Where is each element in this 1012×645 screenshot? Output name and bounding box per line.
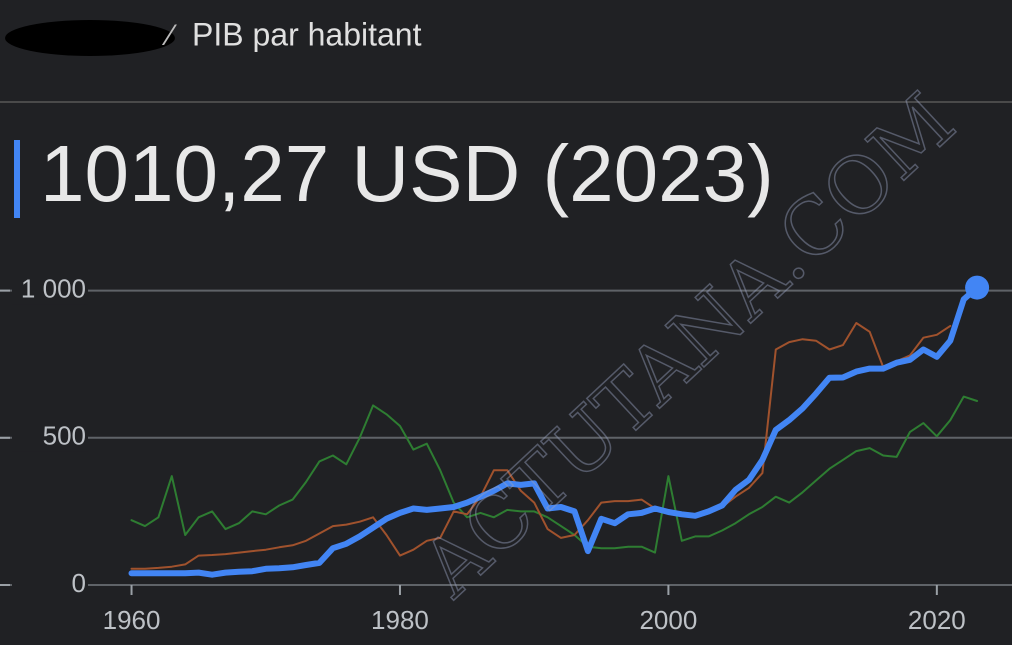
plot: 0 500 1 000 1960 1980 2000 2020: [0, 273, 1012, 635]
x-tick-label: 2020: [908, 605, 966, 635]
series-line: [130, 395, 979, 554]
x-tick-label: 2000: [639, 605, 697, 635]
series-line: [128, 284, 981, 578]
headline-marker: [14, 140, 20, 218]
y-tick-label: 0: [72, 568, 86, 598]
tick-label-bg: [12, 276, 88, 305]
headline: 1010,27 USD (2023): [40, 129, 774, 218]
end-point: [965, 275, 990, 300]
breadcrumb: PIB par habitant: [192, 16, 422, 52]
redaction: [5, 20, 175, 56]
tick-label-bg: [12, 571, 88, 599]
tick-label-bg: [12, 423, 88, 452]
x-tick-label: 1980: [371, 605, 429, 635]
x-tick-label: 1960: [103, 605, 161, 635]
series-line: [130, 322, 952, 570]
y-tick-label: 500: [43, 421, 86, 451]
y-tick-label: 1 000: [21, 273, 86, 303]
